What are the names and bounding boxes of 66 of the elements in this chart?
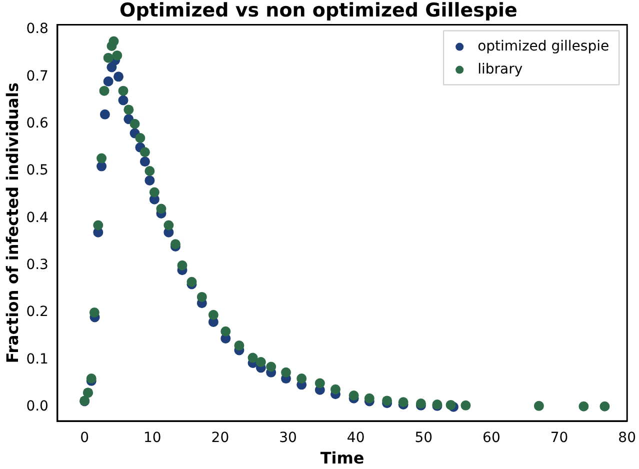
point [578,401,589,412]
legend-label: library [478,61,523,78]
point [103,76,114,86]
point [118,95,128,106]
y-tick-label: 0.3 [26,256,48,273]
point [208,310,218,320]
point [164,220,174,230]
chart-title: Optimized vs non optimized Gillespie [120,0,518,22]
point [600,401,610,412]
y-axis-title: Fraction of infected individuals [2,82,22,364]
point [534,400,544,411]
point [280,367,291,378]
point [140,147,150,158]
y-tick-label: 0.6 [26,115,49,132]
point [186,276,197,287]
y-tick-label: 0.0 [26,398,48,414]
y-tick-label: 0.2 [26,304,48,320]
point [100,109,110,120]
point [118,86,128,96]
x-tick-label: 30 [279,430,297,446]
point [149,187,160,198]
x-tick-label: 70 [550,430,568,446]
point [382,396,392,406]
legend-label: optimized gillespie [478,38,610,54]
y-tick-label: 0.8 [26,21,48,38]
point [248,352,258,363]
point [144,166,155,176]
x-tick-label: 50 [414,430,433,446]
point [234,340,244,351]
point [156,204,166,214]
point [99,86,110,96]
point [330,384,340,394]
y-tick-label: 0.5 [26,162,48,179]
point [112,50,122,60]
point [177,260,188,270]
point [96,153,107,164]
point [144,175,155,186]
point [446,400,456,410]
point [266,362,276,372]
x-tick-label: 20 [211,430,230,446]
point [103,52,114,63]
point [140,156,150,167]
x-tick-label: 60 [482,430,500,446]
x-axis-title: Time [320,448,364,468]
point [196,292,207,302]
point [296,374,307,384]
y-tick-label: 0.7 [26,68,48,84]
point [124,104,134,115]
point [364,393,374,404]
point [113,72,124,82]
x-tick-label: 10 [143,430,162,446]
point [348,390,359,401]
point [93,220,104,230]
y-tick-label: 0.4 [26,210,49,226]
x-tick-label: 80 [618,430,636,446]
point [130,118,140,129]
point [256,357,266,368]
point [314,378,325,388]
x-tick-label: 0 [80,430,90,446]
x-tick-label: 40 [346,430,365,446]
point [220,326,231,336]
point [89,308,100,318]
point [108,36,119,46]
y-tick-label: 0.1 [26,351,48,368]
point [460,400,471,410]
point [135,133,146,143]
